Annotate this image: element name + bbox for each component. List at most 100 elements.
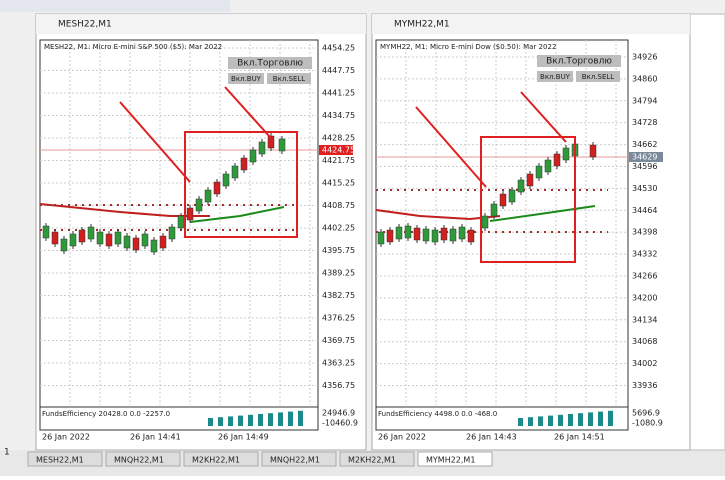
candle <box>562 147 570 161</box>
candle <box>213 181 221 195</box>
tab[interactable] <box>27 451 103 467</box>
trade-button[interactable] <box>537 55 621 67</box>
arrow <box>119 101 191 183</box>
sell-button-label[interactable]: Вкл.SELL <box>582 73 614 81</box>
candle <box>377 231 385 245</box>
candle <box>69 233 77 247</box>
price-label: 4447.75 <box>322 66 355 75</box>
tab-label[interactable]: M2KH22,M1 <box>192 456 240 465</box>
price-label: 4421.75 <box>322 156 355 165</box>
candle <box>499 193 507 207</box>
indicator-label: FundsEfficiency 20428.0 0.0 -2257.0 <box>42 410 170 418</box>
indicator-bar <box>208 418 213 426</box>
price-label: 34266 <box>632 272 657 281</box>
price-marker <box>319 145 353 155</box>
window-title: MYMH22,M1 <box>394 20 450 30</box>
indicator-bar <box>528 417 533 426</box>
price-label: 33936 <box>632 381 657 390</box>
indicator-max: 5696.9 <box>632 409 660 418</box>
window-title: MESH22,M1 <box>58 20 112 30</box>
price-label: 34464 <box>632 206 657 215</box>
time-label: 26 Jan 14:51 <box>554 433 605 442</box>
sell-button[interactable] <box>576 71 620 82</box>
candle <box>440 227 448 241</box>
page-number: 1 <box>4 448 10 458</box>
price-label: 4402.25 <box>322 224 355 233</box>
price-label: 4408.75 <box>322 201 355 210</box>
indicator-bar <box>248 414 253 426</box>
tab[interactable] <box>417 451 493 467</box>
buy-button-label[interactable]: Вкл.BUY <box>231 75 262 83</box>
price-label: 34662 <box>632 140 657 149</box>
tab[interactable] <box>339 451 415 467</box>
price-label: 34728 <box>632 118 657 127</box>
tab-label[interactable]: MNQH22,M1 <box>270 456 320 465</box>
candle <box>114 231 122 245</box>
tab-label[interactable]: MESH22,M1 <box>36 456 84 465</box>
price-label: 34596 <box>632 162 657 171</box>
trade-button[interactable] <box>228 57 312 69</box>
arrow <box>520 91 567 143</box>
candle <box>490 203 498 217</box>
highlight-box <box>184 131 298 238</box>
price-marker <box>629 152 663 162</box>
price-label: 34332 <box>632 250 657 259</box>
tab-label[interactable]: MNQH22,M1 <box>114 456 164 465</box>
indicator-min: -10460.9 <box>322 419 358 428</box>
price-label: 4356.75 <box>322 381 355 390</box>
price-label: 4382.75 <box>322 291 355 300</box>
indicator-bar <box>518 418 523 426</box>
chart-header: MYMH22, M1: Micro E-mini Dow ($0.50): Ma… <box>380 43 556 51</box>
candle <box>60 238 68 252</box>
price-label: 4428.25 <box>322 134 355 143</box>
buy-button-label[interactable]: Вкл.BUY <box>540 73 571 81</box>
candle <box>404 225 412 239</box>
price-label: 4389.25 <box>322 269 355 278</box>
trade-button-label[interactable]: Вкл.Торговлю <box>237 59 303 69</box>
time-label: 26 Jan 14:43 <box>466 433 517 442</box>
current-price: 4424.75 <box>322 146 355 155</box>
sell-button[interactable] <box>267 73 311 84</box>
indicator-bar <box>558 414 563 426</box>
tab[interactable] <box>261 451 337 467</box>
buy-button[interactable] <box>537 71 573 82</box>
price-label: 4434.75 <box>322 111 355 120</box>
indicator-bar <box>538 416 543 426</box>
candle <box>249 149 257 163</box>
indicator-bar <box>598 411 603 426</box>
candle <box>204 189 212 203</box>
chart-header: MESH22, M1: Micro E-mini S&P 500 ($5): M… <box>44 43 222 51</box>
highlight-box <box>480 136 576 263</box>
sell-button-label[interactable]: Вкл.SELL <box>273 75 305 83</box>
candle <box>159 235 167 249</box>
trade-button-label[interactable]: Вкл.Торговлю <box>546 57 612 67</box>
indicator-bar <box>568 414 573 426</box>
tab[interactable] <box>105 451 181 467</box>
indicator-bar <box>278 412 283 426</box>
price-label: 4369.75 <box>322 336 355 345</box>
candle <box>422 228 430 242</box>
price-label: 34002 <box>632 359 657 368</box>
plot-area <box>39 39 319 431</box>
candle <box>449 228 457 242</box>
candle <box>96 231 104 245</box>
price-label: 4441.25 <box>322 89 355 98</box>
indicator-bar <box>608 410 613 426</box>
buy-button[interactable] <box>228 73 264 84</box>
price-label: 34068 <box>632 337 657 346</box>
tab-label[interactable]: MYMH22,M1 <box>426 456 475 465</box>
price-label: 34398 <box>632 228 657 237</box>
candle <box>517 179 525 193</box>
title-bar <box>372 14 690 34</box>
price-label: 34860 <box>632 74 657 83</box>
candle <box>123 235 131 249</box>
indicator-bar <box>228 416 233 426</box>
tab-label[interactable]: M2KH22,M1 <box>348 456 396 465</box>
green-line <box>189 206 285 223</box>
tab[interactable] <box>183 451 259 467</box>
candle <box>258 141 266 155</box>
indicator-bar <box>588 412 593 426</box>
green-line <box>489 205 596 222</box>
candle <box>589 144 597 158</box>
